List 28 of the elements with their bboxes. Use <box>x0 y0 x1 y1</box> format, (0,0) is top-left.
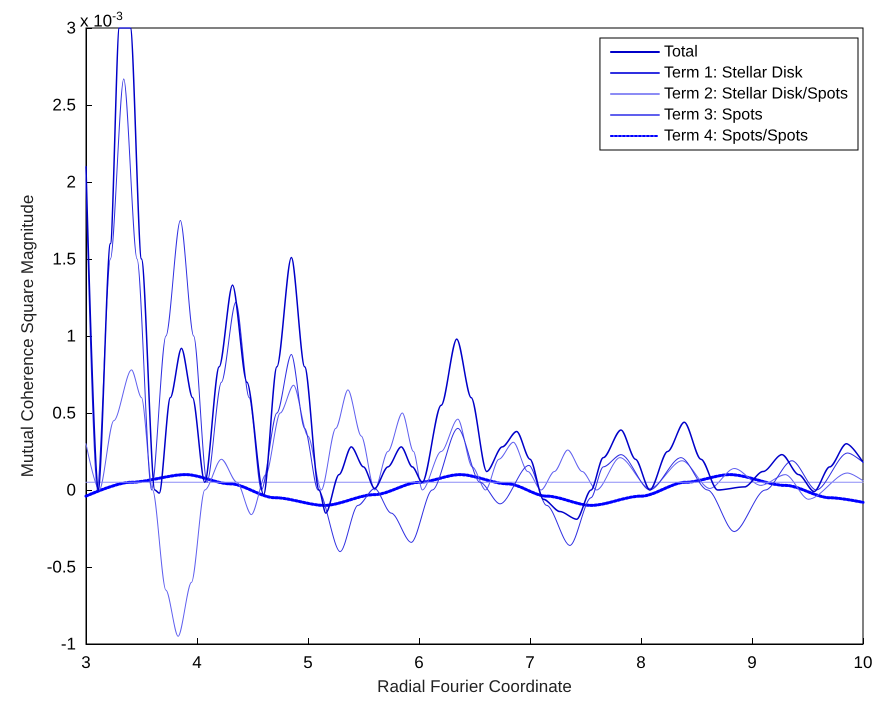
x-tick-label: 5 <box>303 653 313 672</box>
y-tick-label: 2 <box>66 172 76 192</box>
x-tick-label: 8 <box>636 653 646 672</box>
legend-label: Term 2: Stellar Disk/Spots <box>664 86 848 102</box>
line-series <box>85 27 864 520</box>
x-tick-label: 3 <box>81 653 91 672</box>
y-tick-label: 1.5 <box>52 250 76 268</box>
y-tick-label: 0 <box>66 480 76 500</box>
x-tick-label: 9 <box>747 653 757 672</box>
y-tick-label: 3 <box>66 18 76 38</box>
legend-label: Total <box>664 44 698 60</box>
line-series <box>86 369 864 637</box>
y-tick-label: 0.5 <box>52 404 76 422</box>
line-series <box>84 473 864 507</box>
y-tick-label: -0.5 <box>46 558 76 576</box>
y-tick-label: 1 <box>66 326 76 346</box>
legend-label: Term 1: Stellar Disk <box>664 64 804 82</box>
legend-label: Term 3: Spots <box>664 106 763 124</box>
line-series <box>86 78 864 552</box>
y-axis-title: Mutual Coherence Square Magnitude <box>18 194 37 478</box>
legend-label: Term 4: Spots/Spots <box>664 128 808 144</box>
x-tick-label: 10 <box>854 653 872 672</box>
x-tick-label: 6 <box>414 653 424 672</box>
x-tick-label: 7 <box>525 653 535 672</box>
x-tick-label: 4 <box>192 653 202 672</box>
y-tick-label: -1 <box>60 634 76 654</box>
y-tick-label: 2.5 <box>52 96 76 114</box>
x-axis-title: Radial Fourier Coordinate <box>377 677 572 696</box>
